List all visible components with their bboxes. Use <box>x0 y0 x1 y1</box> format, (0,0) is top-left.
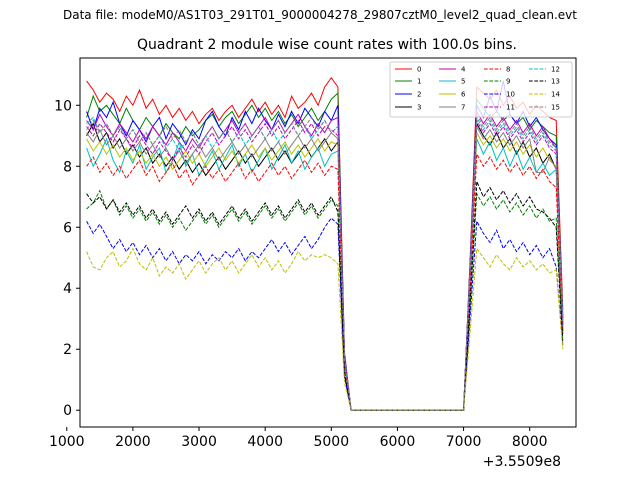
plot-lines <box>86 76 564 411</box>
series-line-6 <box>86 130 564 411</box>
x-tick-label: 3000 <box>181 434 217 450</box>
x-tick-label: 6000 <box>380 434 416 450</box>
legend-frame <box>389 61 573 118</box>
series-line-15 <box>86 112 564 411</box>
legend-label-0: 0 <box>417 66 421 74</box>
legend-label-13: 13 <box>551 78 560 86</box>
x-tick-label: 7000 <box>446 434 482 450</box>
legend-label-5: 5 <box>461 78 465 86</box>
legend-label-6: 6 <box>461 91 466 99</box>
legend-label-14: 14 <box>551 91 560 99</box>
series-line-8 <box>86 152 564 411</box>
x-tick-label: 8000 <box>512 434 548 450</box>
legend-label-12: 12 <box>551 66 560 74</box>
chart-title: Quadrant 2 module wise count rates with … <box>137 37 517 53</box>
legend-label-2: 2 <box>417 91 421 99</box>
y-axis-ticks: 0 2 4 6 8 10 <box>54 98 80 419</box>
x-tick-label: 5000 <box>313 434 349 450</box>
legend-label-9: 9 <box>506 78 510 86</box>
series-line-4 <box>86 109 564 411</box>
legend-label-1: 1 <box>417 78 421 86</box>
series-line-11 <box>86 118 564 411</box>
x-tick-label: 1000 <box>49 434 85 450</box>
suptitle: Data file: modeM0/AS1T03_291T01_90000042… <box>63 8 577 22</box>
y-tick-label: 0 <box>63 403 72 419</box>
legend-label-7: 7 <box>461 104 465 112</box>
y-tick-label: 2 <box>63 342 72 358</box>
y-tick-label: 8 <box>63 159 72 175</box>
series-line-14 <box>86 247 564 411</box>
x-tick-label: 2000 <box>115 434 151 450</box>
x-axis-ticks: 1000 2000 3000 4000 5000 6000 7000 8000 <box>49 427 548 450</box>
legend-label-8: 8 <box>506 66 510 74</box>
x-tick-label: 4000 <box>247 434 283 450</box>
axes-frame <box>79 57 577 428</box>
legend-label-4: 4 <box>461 66 466 74</box>
series-line-9 <box>86 189 564 411</box>
series-line-13 <box>86 181 564 411</box>
legend-label-3: 3 <box>417 104 421 112</box>
y-tick-label: 6 <box>63 220 72 236</box>
legend-label-10: 10 <box>506 91 515 99</box>
legend-label-15: 15 <box>551 104 560 112</box>
y-tick-label: 4 <box>63 281 72 297</box>
legend-label-11: 11 <box>506 104 515 112</box>
series-line-10 <box>86 217 564 411</box>
x-axis-offset-label: +3.5509e8 <box>483 454 561 470</box>
series-line-3 <box>86 121 564 411</box>
y-tick-label: 10 <box>54 98 72 114</box>
